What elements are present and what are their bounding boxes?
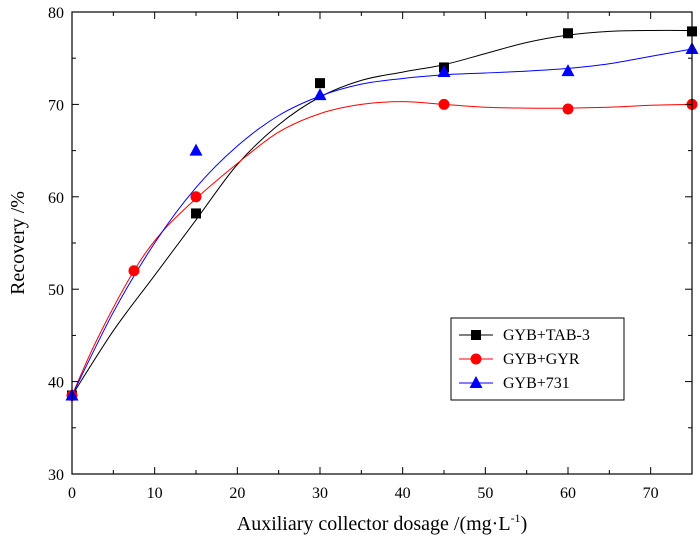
series-3-point: [437, 65, 451, 78]
series-3-point: [189, 143, 203, 156]
series-line-1: [71, 29, 693, 396]
series-1-point: [315, 78, 325, 89]
x-tick-label: 30: [312, 485, 328, 502]
y-tick-label: 70: [48, 97, 64, 114]
x-tick-label: 20: [229, 485, 245, 502]
y-tick-label: 30: [48, 467, 64, 484]
legend: GYB+TAB-3 GYB+GYR GYB+731: [450, 317, 625, 401]
y-axis-title: Recovery /%: [7, 191, 29, 295]
legend-marker-2: [470, 353, 482, 365]
series-1-point: [563, 28, 573, 39]
fitted-curves: [71, 29, 693, 396]
y-tick-label: 60: [48, 190, 64, 207]
x-tick-label: 50: [477, 485, 493, 502]
series-3-point: [561, 64, 575, 77]
y-tick-label: 80: [48, 5, 64, 22]
series-2-point: [562, 103, 574, 115]
legend-label-2: GYB+GYR: [503, 351, 580, 368]
series-2-point: [438, 98, 450, 110]
x-tick-label: 60: [560, 485, 576, 502]
x-tick-label: 10: [147, 485, 163, 502]
legend-label-1: GYB+TAB-3: [503, 327, 590, 344]
series-3-point: [313, 88, 327, 101]
y-tick-label: 50: [48, 282, 64, 299]
x-tick-label: 40: [395, 485, 411, 502]
x-axis-ticks: 0 10 20 30 40 50 60 70: [68, 12, 659, 502]
x-axis-title: Auxiliary collector dosage /(mg·L-1): [237, 511, 527, 535]
legend-marker-1: [471, 330, 481, 340]
legend-label-3: GYB+731: [503, 375, 570, 392]
x-axis-title-main: Auxiliary collector dosage /(mg·L: [237, 513, 511, 535]
series-2-point: [128, 265, 140, 277]
series-2-point: [190, 191, 202, 203]
x-tick-label: 70: [643, 485, 659, 502]
y-tick-label: 40: [48, 375, 64, 392]
x-axis-title-end: ): [521, 513, 528, 535]
legend-marker-3: [469, 376, 483, 388]
x-axis-title-superscript: -1: [511, 511, 521, 525]
series-line-3: [71, 48, 693, 396]
series-line-2: [71, 101, 693, 396]
y-axis-ticks: 30 40 50 60 70 80: [48, 5, 692, 484]
x-tick-label: 0: [68, 485, 76, 502]
series-1-point: [191, 208, 201, 219]
